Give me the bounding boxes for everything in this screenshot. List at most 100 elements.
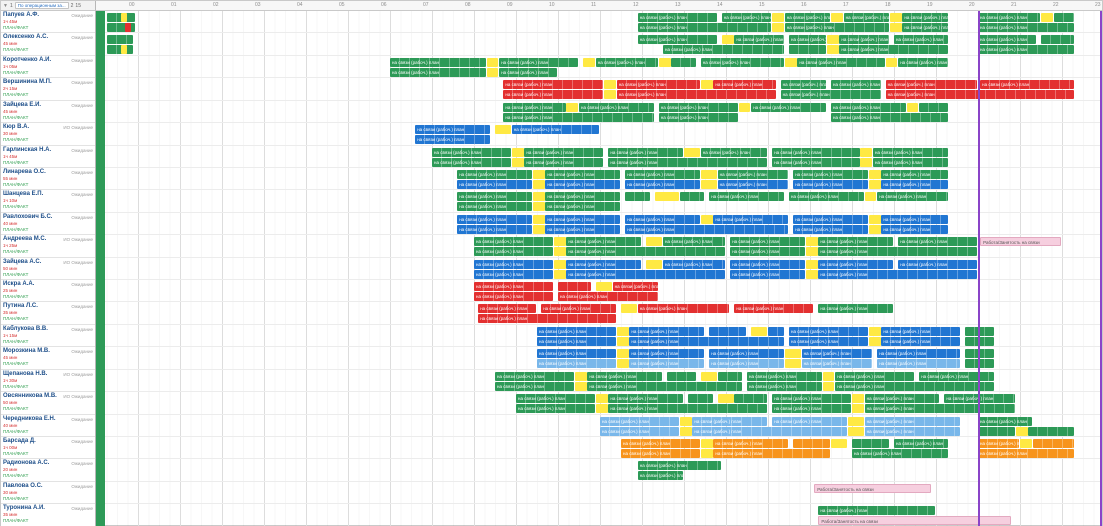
shift-bar[interactable]: на связи (рабоч.) план xyxy=(692,416,768,426)
shift-bar[interactable]: на связи (рабоч.) план xyxy=(978,416,1032,426)
shift-bar[interactable]: на связи (рабоч.) план xyxy=(709,192,784,202)
shift-bar[interactable]: на связи (рабоч.) план xyxy=(885,80,978,90)
employee-row[interactable]: Зайцева Е.И. Ожидание 45 мин ПЛАН/ФАКТ xyxy=(1,101,95,124)
shift-bar[interactable]: на связи (рабоч.) план xyxy=(700,147,768,157)
busy-segment[interactable]: Работа/Занятость на связи xyxy=(814,483,931,493)
shift-bar[interactable]: на связи (рабоч.) план xyxy=(881,214,948,224)
shift-bar[interactable] xyxy=(106,45,133,55)
shift-bar[interactable] xyxy=(789,45,826,55)
order-segment[interactable] xyxy=(700,80,713,90)
employee-row[interactable]: Овсянникова М.В. ИО Ожидание 50 мин ПЛАН/ФА… xyxy=(1,392,95,415)
shift-bar[interactable]: на связи (рабоч.) план xyxy=(637,471,684,481)
order-segment[interactable] xyxy=(906,102,919,112)
order-segment[interactable] xyxy=(553,259,566,269)
shift-bar[interactable]: на связи (рабоч.) план xyxy=(709,359,784,369)
shift-bar[interactable]: на связи (рабоч.) план xyxy=(503,80,604,90)
order-segment[interactable] xyxy=(511,157,524,167)
order-segment[interactable] xyxy=(532,224,545,234)
shift-bar[interactable]: на связи (рабоч.) план xyxy=(495,381,574,391)
order-segment[interactable] xyxy=(583,57,595,67)
shift-bar[interactable]: на связи (рабоч.) план xyxy=(474,237,553,247)
shift-bar[interactable]: на связи (рабоч.) план xyxy=(793,214,868,224)
shift-bar[interactable]: на связи (рабоч.) план xyxy=(663,259,726,269)
shift-bar[interactable]: на связи (рабоч.) план xyxy=(784,23,889,32)
order-segment[interactable] xyxy=(822,371,835,381)
shift-bar[interactable]: на связи (рабоч.) план xyxy=(495,371,574,381)
shift-bar[interactable]: на связи (рабоч.) план xyxy=(734,35,784,45)
shift-bar[interactable] xyxy=(734,394,768,404)
shift-bar[interactable] xyxy=(1032,439,1074,449)
shift-bar[interactable]: на связи (рабоч.) план xyxy=(789,192,864,202)
shift-bar[interactable]: на связи (рабоч.) план xyxy=(831,112,948,122)
order-segment[interactable] xyxy=(805,259,818,269)
order-segment[interactable] xyxy=(646,237,663,247)
shift-bar[interactable] xyxy=(1053,13,1074,22)
order-segment[interactable] xyxy=(616,326,629,336)
shift-bar[interactable]: на связи (рабоч.) план xyxy=(818,237,894,247)
shift-bar[interactable]: на связи (рабоч.) план xyxy=(499,67,558,77)
employee-row[interactable]: Зайцева А.С. ИО Ожидание 50 мин ПЛАН/ФАКТ xyxy=(1,258,95,281)
order-segment[interactable] xyxy=(595,404,608,414)
shift-bar[interactable]: на связи (рабоч.) план xyxy=(566,259,642,269)
shift-bar[interactable]: на связи (рабоч.) план xyxy=(721,13,772,22)
employee-row[interactable]: Чередникова Е.Н. Ожидание 40 мин ПЛАН/ФАКТ xyxy=(1,415,95,438)
order-segment[interactable] xyxy=(772,23,784,32)
shift-bar[interactable]: на связи (рабоч.) план xyxy=(734,304,814,314)
employee-row[interactable]: Каблукова В.В. Ожидание 1ч 15м ПЛАН/ФАКТ xyxy=(1,325,95,348)
shift-bar[interactable]: на связи (рабоч.) план xyxy=(818,269,978,279)
shift-bar[interactable]: на связи (рабоч.) план xyxy=(713,439,789,449)
shift-bar[interactable]: на связи (рабоч.) план xyxy=(625,179,700,189)
shift-bar[interactable]: на связи (рабоч.) план xyxy=(612,282,658,292)
order-segment[interactable] xyxy=(831,13,843,22)
order-segment[interactable] xyxy=(604,80,616,90)
order-segment[interactable] xyxy=(566,102,579,112)
shift-bar[interactable]: на связи (рабоч.) план xyxy=(545,192,621,202)
shift-bar[interactable]: на связи (рабоч.) план xyxy=(621,439,700,449)
shift-bar[interactable]: на связи (рабоч.) план xyxy=(789,35,826,45)
order-segment[interactable] xyxy=(864,192,877,202)
order-segment[interactable] xyxy=(654,192,679,202)
shift-bar[interactable]: на связи (рабоч.) план xyxy=(457,214,532,224)
shift-bar[interactable]: на связи (рабоч.) план xyxy=(730,247,805,257)
shift-bar[interactable]: на связи (рабоч.) план xyxy=(637,13,717,22)
shift-bar[interactable]: на связи (рабоч.) план xyxy=(537,326,616,336)
order-segment[interactable] xyxy=(805,237,818,247)
shift-bar[interactable] xyxy=(1028,426,1074,436)
shift-bar[interactable]: на связи (рабоч.) план xyxy=(566,247,726,257)
shift-bar[interactable]: на связи (рабоч.) план xyxy=(864,416,961,426)
order-segment[interactable] xyxy=(885,57,898,67)
order-segment[interactable] xyxy=(684,147,700,157)
shift-bar[interactable]: на связи (рабоч.) план xyxy=(637,461,721,471)
order-segment[interactable] xyxy=(679,426,692,436)
shift-bar[interactable]: на связи (рабоч.) план xyxy=(637,35,717,45)
shift-bar[interactable]: на связи (рабоч.) план xyxy=(898,259,978,269)
shift-bar[interactable] xyxy=(558,282,591,292)
shift-bar[interactable]: на связи (рабоч.) план xyxy=(772,404,852,414)
shift-bar[interactable]: на связи (рабоч.) план xyxy=(616,80,700,90)
shift-bar[interactable] xyxy=(625,192,650,202)
shift-bar[interactable]: на связи (рабоч.) план xyxy=(474,282,553,292)
shift-bar[interactable]: на связи (рабоч.) план xyxy=(713,214,789,224)
shift-bar[interactable]: на связи (рабоч.) план xyxy=(818,304,894,314)
shift-bar[interactable]: на связи (рабоч.) план xyxy=(457,169,532,179)
shift-bar[interactable]: на связи (рабоч.) план xyxy=(818,259,894,269)
shift-bar[interactable]: на связи (рабоч.) план xyxy=(537,336,616,346)
shift-bar[interactable]: на связи (рабоч.) план xyxy=(772,416,847,426)
shift-bar[interactable] xyxy=(106,35,133,45)
order-segment[interactable] xyxy=(616,336,629,346)
order-segment[interactable] xyxy=(532,214,545,224)
order-segment[interactable] xyxy=(784,57,797,67)
shift-bar[interactable]: на связи (рабоч.) план xyxy=(978,35,1036,45)
shift-bar[interactable]: на связи (рабоч.) план xyxy=(831,102,906,112)
order-segment[interactable] xyxy=(1020,439,1032,449)
shift-bar[interactable]: на связи (рабоч.) план xyxy=(629,359,705,369)
shift-bar[interactable]: на связи (рабоч.) план xyxy=(881,224,948,234)
shift-bar[interactable]: на связи (рабоч.) план xyxy=(545,169,621,179)
shift-bar[interactable]: на связи (рабоч.) план xyxy=(545,224,621,234)
order-segment[interactable] xyxy=(831,439,847,449)
shift-bar[interactable]: на связи (рабоч.) план xyxy=(503,90,604,100)
shift-bar[interactable]: на связи (рабоч.) план xyxy=(545,179,621,189)
shift-bar[interactable]: на связи (рабоч.) план xyxy=(881,179,948,189)
shift-bar[interactable]: на связи (рабоч.) план xyxy=(579,102,654,112)
shift-bar[interactable]: на связи (рабоч.) план xyxy=(457,192,532,202)
